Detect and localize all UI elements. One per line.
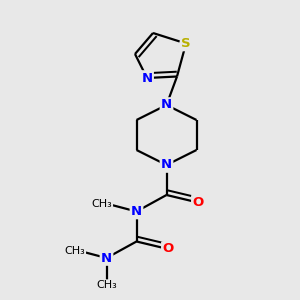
- Text: O: O: [192, 196, 204, 209]
- Text: CH₃: CH₃: [64, 245, 86, 256]
- Text: CH₃: CH₃: [92, 199, 112, 209]
- Text: S: S: [181, 37, 191, 50]
- Text: O: O: [162, 242, 174, 256]
- Text: N: N: [141, 71, 153, 85]
- Text: CH₃: CH₃: [96, 280, 117, 290]
- Text: N: N: [101, 251, 112, 265]
- Text: N: N: [161, 98, 172, 112]
- Text: N: N: [161, 158, 172, 172]
- Text: N: N: [131, 205, 142, 218]
